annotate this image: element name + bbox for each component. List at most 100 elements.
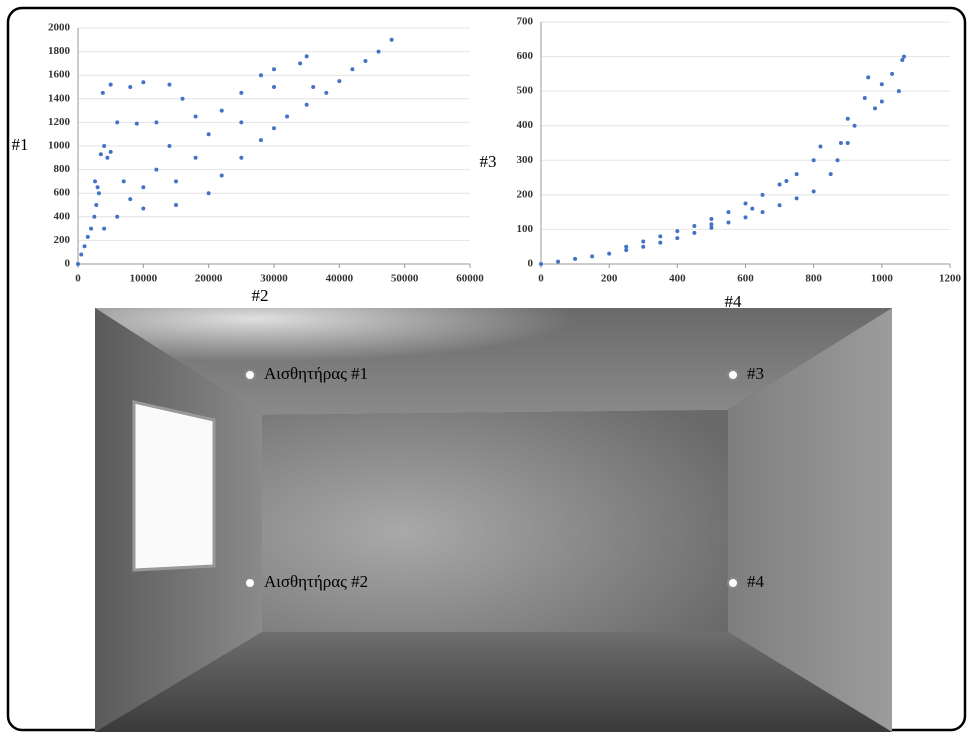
x-tick-label: 800 xyxy=(805,273,822,285)
point xyxy=(141,80,146,85)
point xyxy=(154,167,159,172)
point xyxy=(115,214,120,219)
point xyxy=(128,85,133,89)
x-tick-label: 60000 xyxy=(456,273,484,285)
point xyxy=(709,222,714,227)
point xyxy=(607,251,612,256)
y-tick-label: 2000 xyxy=(48,22,71,34)
sensor-marker xyxy=(727,577,739,589)
point xyxy=(193,114,198,119)
point xyxy=(624,248,629,253)
point xyxy=(862,96,867,101)
point xyxy=(96,191,101,196)
y-tick-label: 1000 xyxy=(48,140,71,152)
point xyxy=(556,259,561,264)
x-tick-label: 40000 xyxy=(326,273,354,285)
point xyxy=(174,203,178,207)
x-tick-label: 30000 xyxy=(260,273,288,285)
x-axis-label: #2 xyxy=(252,286,269,305)
point xyxy=(896,89,901,94)
y-tick-label: 1200 xyxy=(48,116,71,128)
point xyxy=(154,120,159,125)
y-tick-label: 1600 xyxy=(48,69,71,81)
sensor-marker xyxy=(244,369,256,381)
sensor-marker xyxy=(727,369,739,381)
point xyxy=(298,61,303,66)
point xyxy=(784,179,789,184)
point xyxy=(193,155,198,160)
point xyxy=(121,179,126,184)
point xyxy=(818,144,823,149)
x-axis-label: #4 xyxy=(725,292,743,311)
point xyxy=(79,252,84,257)
point xyxy=(692,230,697,235)
point xyxy=(658,234,663,239)
point xyxy=(590,254,595,259)
x-tick-label: 1200 xyxy=(939,273,962,285)
x-tick-label: 0 xyxy=(75,273,81,285)
point xyxy=(835,158,840,163)
point xyxy=(709,217,714,222)
point xyxy=(180,96,185,101)
x-tick-label: 50000 xyxy=(391,273,419,285)
point xyxy=(92,214,97,219)
point xyxy=(272,85,276,89)
point xyxy=(206,132,211,137)
x-tick-label: 20000 xyxy=(195,273,223,285)
point xyxy=(239,120,244,125)
point xyxy=(108,82,113,87)
y-tick-label: 600 xyxy=(517,50,534,62)
y-tick-label: 0 xyxy=(528,258,534,270)
point xyxy=(128,197,133,202)
point xyxy=(794,172,799,177)
point xyxy=(100,90,105,95)
point xyxy=(102,144,107,148)
point xyxy=(272,67,276,72)
point xyxy=(838,141,843,145)
point xyxy=(311,85,316,89)
point xyxy=(285,114,290,119)
point xyxy=(76,262,80,266)
point xyxy=(760,210,765,215)
x-tick-label: 600 xyxy=(737,273,754,285)
y-tick-label: 600 xyxy=(54,187,71,199)
point xyxy=(92,179,97,184)
point xyxy=(85,234,90,239)
point xyxy=(134,121,139,126)
point xyxy=(879,82,884,87)
point xyxy=(219,173,224,178)
point xyxy=(82,244,87,249)
y-tick-label: 400 xyxy=(517,119,534,131)
sensor-label: #3 xyxy=(747,364,764,383)
point xyxy=(573,256,578,261)
point xyxy=(750,206,755,211)
point xyxy=(675,229,680,234)
point xyxy=(102,226,107,231)
point xyxy=(539,262,543,266)
point xyxy=(692,223,697,228)
point xyxy=(376,49,381,54)
y-tick-label: 500 xyxy=(517,85,534,97)
point xyxy=(363,59,368,64)
point xyxy=(658,240,663,245)
point xyxy=(873,106,878,111)
point xyxy=(94,203,99,207)
point xyxy=(98,152,103,157)
point xyxy=(675,236,680,241)
point xyxy=(641,239,646,244)
sensor-label: Αισθητήρας #1 xyxy=(264,364,368,383)
point xyxy=(726,220,731,225)
sensor-marker xyxy=(244,577,256,589)
point xyxy=(760,192,765,197)
point xyxy=(845,116,850,121)
point xyxy=(108,149,113,154)
x-tick-label: 10000 xyxy=(130,273,158,285)
point xyxy=(258,73,263,78)
point xyxy=(167,144,172,148)
point xyxy=(105,155,110,160)
point xyxy=(324,90,329,95)
point xyxy=(852,123,857,128)
point xyxy=(389,37,394,42)
y-tick-label: 700 xyxy=(517,16,534,28)
